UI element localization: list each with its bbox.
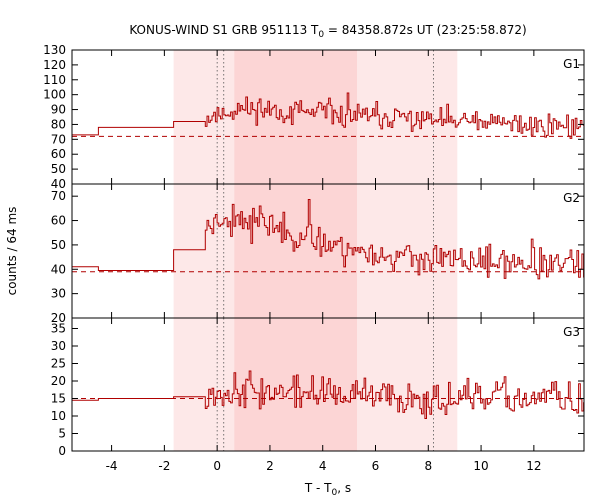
panel-g3: 0 5 10 15 20 25 30 35 G3 [51, 317, 585, 458]
y-tick-label: 5 [58, 427, 66, 441]
x-tick-label: 0 [213, 459, 221, 473]
y-tick-label: 15 [51, 392, 66, 406]
light-curve-g3 [72, 370, 584, 419]
panel-label: G1 [563, 57, 580, 71]
shaded-interval-1 [234, 318, 358, 451]
y-tick-label: 40 [51, 177, 66, 191]
y-tick-label: 20 [51, 374, 66, 388]
panel-label: G3 [563, 325, 580, 339]
y-tick-label: 70 [51, 189, 66, 203]
shaded-interval-1 [234, 184, 358, 318]
y-tick-label: 40 [51, 262, 66, 276]
y-tick-label: 100 [43, 88, 66, 102]
y-tick-label: 25 [51, 357, 66, 371]
x-tick-label: 10 [473, 459, 488, 473]
y-tick-label: 60 [51, 214, 66, 228]
panel-frame [71, 317, 585, 452]
y-tick-label: 10 [51, 409, 66, 423]
x-tick-label: 8 [424, 459, 432, 473]
y-tick-label: 50 [51, 238, 66, 252]
y-tick-label: 60 [51, 147, 66, 161]
x-tick-label: 2 [266, 459, 274, 473]
panel-g2: 20 30 40 50 60 70 G2 [51, 183, 585, 325]
light-curve-g1 [72, 92, 584, 139]
panel-label: G2 [563, 191, 580, 205]
x-tick-label: -2 [158, 459, 170, 473]
y-tick-label: 0 [58, 444, 66, 458]
y-tick-label: 20 [51, 311, 66, 325]
x-tick-label: 6 [372, 459, 380, 473]
y-tick-label: 90 [51, 103, 66, 117]
y-tick-label: 30 [51, 287, 66, 301]
light-curve-g2 [72, 199, 584, 280]
y-tick-label: 130 [43, 43, 66, 57]
x-tick-label: 12 [526, 459, 541, 473]
y-tick-label: 50 [51, 162, 66, 176]
x-tick-label: 4 [319, 459, 327, 473]
x-tick-label: -4 [106, 459, 118, 473]
y-tick-label: 70 [51, 132, 66, 146]
y-tick-label: 35 [51, 322, 66, 336]
y-axis-label: counts / 64 ms [5, 207, 19, 296]
chart-title: KONUS-WIND S1 GRB 951113 T0 = 84358.872s… [129, 23, 526, 40]
y-tick-label: 110 [43, 73, 66, 87]
y-tick-label: 80 [51, 117, 66, 131]
y-tick-label: 120 [43, 58, 66, 72]
y-tick-label: 30 [51, 339, 66, 353]
x-axis-label: T - T0, s [304, 481, 351, 498]
